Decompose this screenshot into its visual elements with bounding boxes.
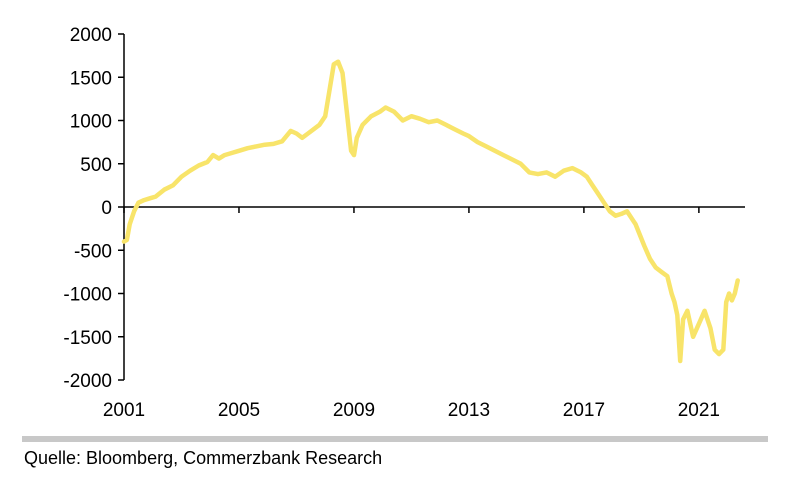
x-tick-label: 2021: [678, 400, 720, 421]
y-axis: 2000 1500 1000 500 0 -500 -1000 -1500 -2000: [63, 25, 125, 392]
y-tick-label: 1500: [70, 68, 112, 89]
y-tick-label: -500: [74, 241, 112, 262]
line-chart: 2000 1500 1000 500 0 -500 -1000 -1500 -2000 2001…: [63, 25, 745, 421]
x-tick-label: 2017: [563, 400, 605, 421]
y-tick-label: 1000: [70, 112, 112, 133]
x-tick-label: 2009: [333, 400, 375, 421]
x-tick-label: 2005: [218, 400, 260, 421]
y-tick-label: -1000: [63, 285, 112, 306]
source-note: Quelle: Bloomberg, Commerzbank Research: [24, 448, 383, 468]
y-tick-label: -1500: [63, 328, 112, 349]
series-layer: [121, 59, 740, 364]
series-line: [121, 59, 740, 364]
y-tick-label: 500: [80, 155, 112, 176]
x-tick-label: 2013: [448, 400, 490, 421]
x-axis: 2001 2005 2009 2013 2017 2021: [103, 206, 745, 421]
source-divider: [22, 436, 768, 442]
y-tick-label: -2000: [63, 371, 112, 392]
x-tick-label: 2001: [103, 400, 145, 421]
y-tick-label: 2000: [70, 25, 112, 46]
y-tick-label: 0: [101, 198, 112, 219]
